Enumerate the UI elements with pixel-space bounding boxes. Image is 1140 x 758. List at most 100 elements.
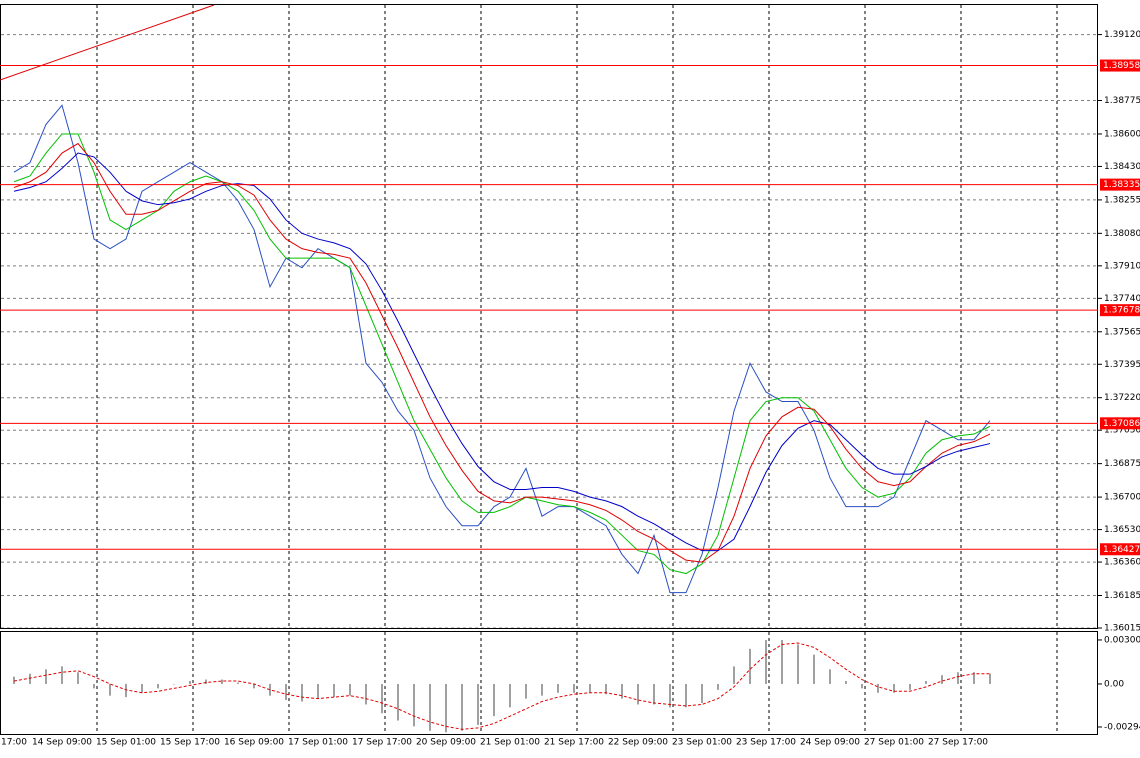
histogram-bar	[621, 683, 623, 699]
histogram-bar	[477, 683, 479, 725]
histogram-bar	[29, 673, 31, 684]
histogram-bar	[877, 683, 879, 693]
level-label: 1.36427	[1103, 545, 1140, 555]
histogram-bar	[941, 675, 943, 684]
histogram-bar	[717, 683, 719, 690]
histogram-bar	[605, 683, 607, 695]
x-tick-label: 16 Sep 09:00	[224, 738, 284, 748]
histogram-bar	[13, 676, 15, 684]
y-tick-label: 1.38600	[1104, 129, 1140, 139]
y-tick-label: 1.39120	[1104, 30, 1140, 40]
histogram-bar	[781, 640, 783, 684]
histogram-bar	[845, 681, 847, 684]
histogram-bar	[733, 666, 735, 684]
histogram-bar	[397, 683, 399, 721]
y-tick-label: -0.00294	[1104, 722, 1140, 732]
price-line	[13, 152, 991, 552]
histogram-bar	[45, 669, 47, 684]
level-label: 1.38335	[1103, 180, 1140, 190]
histogram-bar	[765, 640, 767, 684]
histogram-bar	[205, 679, 207, 684]
histogram-bar	[253, 683, 255, 689]
level-tag	[1100, 417, 1140, 430]
x-tick-label: 23 Sep 01:00	[672, 738, 732, 748]
x-tick-label: 22 Sep 09:00	[608, 738, 668, 748]
histogram-bar	[365, 683, 367, 705]
histogram-bar	[813, 654, 815, 684]
x-tick-label: 24 Sep 09:00	[800, 738, 860, 748]
y-tick-label: 1.36530	[1104, 525, 1140, 535]
x-tick-label: 14 Sep 09:00	[32, 738, 92, 748]
sub-frame	[0, 631, 1098, 735]
histogram-bar	[333, 683, 335, 698]
x-tick-label: 27 Sep 01:00	[864, 738, 924, 748]
histogram-bar	[925, 681, 927, 684]
histogram-bar	[989, 673, 991, 684]
x-tick-label: 27 Sep 17:00	[928, 738, 988, 748]
x-tick-label: 15 Sep 01:00	[96, 738, 156, 748]
y-tick-label: 1.38255	[1104, 195, 1140, 205]
y-tick-label: 1.36875	[1104, 459, 1140, 469]
y-tick-label: 0.00	[1104, 679, 1124, 689]
histogram-bar	[349, 683, 351, 696]
trend-line	[0, 4, 215, 81]
y-tick-label: 1.38430	[1104, 162, 1140, 172]
level-tag	[1100, 178, 1140, 191]
histogram-bar	[269, 683, 271, 696]
x-tick-label: 17 Sep 01:00	[288, 738, 348, 748]
histogram-bar	[157, 683, 159, 689]
histogram-bar	[653, 683, 655, 705]
y-tick-label: 1.37910	[1104, 261, 1140, 271]
y-tick-label: 1.36700	[1104, 493, 1140, 503]
x-tick-label: 20 Sep 09:00	[416, 738, 476, 748]
level-label: 1.38958	[1103, 61, 1140, 71]
y-tick-label: 1.37740	[1104, 294, 1140, 304]
histogram-bar	[413, 683, 415, 727]
histogram-bar	[317, 683, 319, 699]
histogram-bar	[669, 683, 671, 708]
y-tick-label: 1.36360	[1104, 558, 1140, 568]
y-tick-label: 1.37050	[1104, 426, 1140, 436]
level-label: 1.37086	[1103, 419, 1140, 429]
y-tick-label: 1.36015	[1104, 624, 1140, 634]
histogram-bar	[173, 683, 175, 685]
price-line	[13, 104, 991, 594]
histogram-bar	[237, 682, 239, 684]
level-label: 1.37678	[1103, 306, 1140, 316]
histogram-bar	[109, 683, 111, 696]
price-line	[13, 142, 991, 563]
histogram-bar	[541, 683, 543, 696]
histogram-bar	[301, 683, 303, 702]
histogram-bar	[973, 672, 975, 684]
histogram-bar	[957, 672, 959, 684]
y-tick-label: 1.37220	[1104, 393, 1140, 403]
main-frame	[0, 4, 1098, 629]
y-tick-label: 0.003008	[1104, 635, 1140, 645]
y-tick-label: 1.36185	[1104, 591, 1140, 601]
x-tick-label: 21 Sep 17:00	[544, 738, 604, 748]
y-tick-label: 1.38775	[1104, 96, 1140, 106]
y-tick-label: 1.38080	[1104, 229, 1140, 239]
histogram-bar	[525, 683, 527, 699]
histogram-bar	[125, 683, 127, 698]
level-tag	[1100, 59, 1140, 72]
histogram-bar	[573, 683, 575, 693]
histogram-bar	[509, 683, 511, 708]
level-tag	[1100, 543, 1140, 556]
histogram-bar	[749, 648, 751, 684]
histogram-bar	[221, 679, 223, 684]
signal-line	[13, 642, 990, 730]
histogram-bar	[445, 683, 447, 733]
level-tag	[1100, 304, 1140, 317]
histogram-bar	[829, 669, 831, 684]
histogram-bar	[189, 681, 191, 684]
histogram-bar	[797, 644, 799, 684]
histogram-bar	[557, 683, 559, 693]
histogram-bar	[93, 683, 95, 689]
histogram-bar	[909, 683, 911, 690]
x-tick-label: 21 Sep 01:00	[480, 738, 540, 748]
x-tick-label: 23 Sep 17:00	[736, 738, 796, 748]
histogram-bar	[685, 683, 687, 708]
